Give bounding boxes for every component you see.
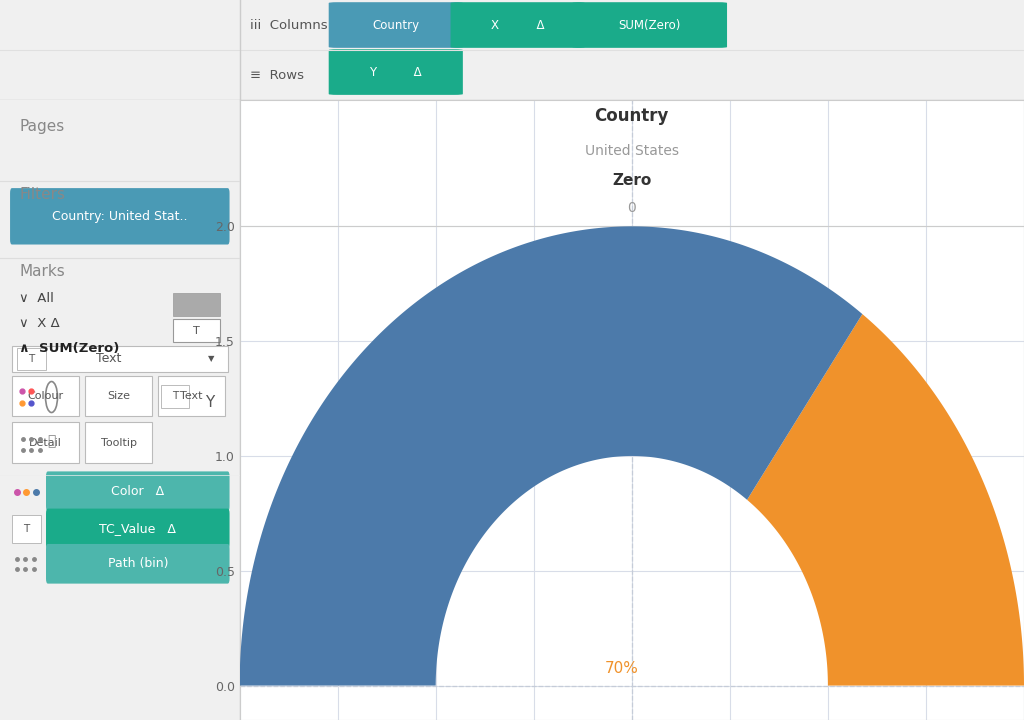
Text: Country: United Stat..: Country: United Stat.. [52,210,187,222]
Text: Country: Country [372,19,420,32]
FancyBboxPatch shape [46,544,229,584]
Text: United States: United States [585,143,679,158]
Text: Text: Text [180,391,203,401]
FancyBboxPatch shape [172,319,220,343]
Text: iii  Columns: iii Columns [250,19,328,32]
Text: ∧  SUM(Zero): ∧ SUM(Zero) [19,342,120,355]
FancyBboxPatch shape [161,384,189,408]
Text: Zero: Zero [612,173,651,188]
Text: 70%: 70% [605,662,639,676]
Text: Size: Size [108,391,130,401]
Text: Country: Country [595,107,669,125]
Text: ⎕: ⎕ [47,435,55,449]
Polygon shape [748,314,1024,685]
Text: T: T [194,325,200,336]
FancyBboxPatch shape [12,376,79,416]
FancyBboxPatch shape [158,376,225,416]
Text: 0: 0 [628,201,636,215]
Text: SUM(Zero): SUM(Zero) [618,19,681,32]
FancyBboxPatch shape [572,2,727,48]
FancyBboxPatch shape [172,293,220,316]
FancyBboxPatch shape [12,346,227,372]
FancyBboxPatch shape [451,2,585,48]
Text: ▼: ▼ [208,354,214,363]
Text: T: T [172,392,178,402]
FancyBboxPatch shape [12,423,79,463]
Text: TC_Value   Δ: TC_Value Δ [99,522,176,535]
Text: Text: Text [96,352,121,365]
Text: ≡  Rows: ≡ Rows [250,68,304,81]
FancyBboxPatch shape [12,516,41,544]
Polygon shape [240,226,862,685]
FancyBboxPatch shape [329,2,463,48]
Text: Detail: Detail [29,438,62,448]
Y-axis label: Y: Y [205,395,214,410]
FancyBboxPatch shape [10,188,229,245]
FancyBboxPatch shape [46,508,229,549]
FancyBboxPatch shape [16,348,45,370]
Text: T: T [24,524,30,534]
Text: Filters: Filters [19,187,66,202]
FancyBboxPatch shape [85,376,153,416]
Text: X          Δ: X Δ [490,19,545,32]
Text: Marks: Marks [19,264,65,279]
Text: ∨  All: ∨ All [19,292,54,305]
FancyBboxPatch shape [85,423,153,463]
Text: ∨  X Δ: ∨ X Δ [19,317,60,330]
Text: T: T [28,354,34,364]
FancyBboxPatch shape [329,49,463,95]
Text: Y          Δ: Y Δ [370,66,422,78]
Text: Color   Δ: Color Δ [112,485,164,498]
Text: Pages: Pages [19,119,65,134]
Text: Tooltip: Tooltip [100,438,136,448]
Text: Path (bin): Path (bin) [108,557,168,570]
Text: Colour: Colour [28,391,63,401]
FancyBboxPatch shape [46,472,229,511]
